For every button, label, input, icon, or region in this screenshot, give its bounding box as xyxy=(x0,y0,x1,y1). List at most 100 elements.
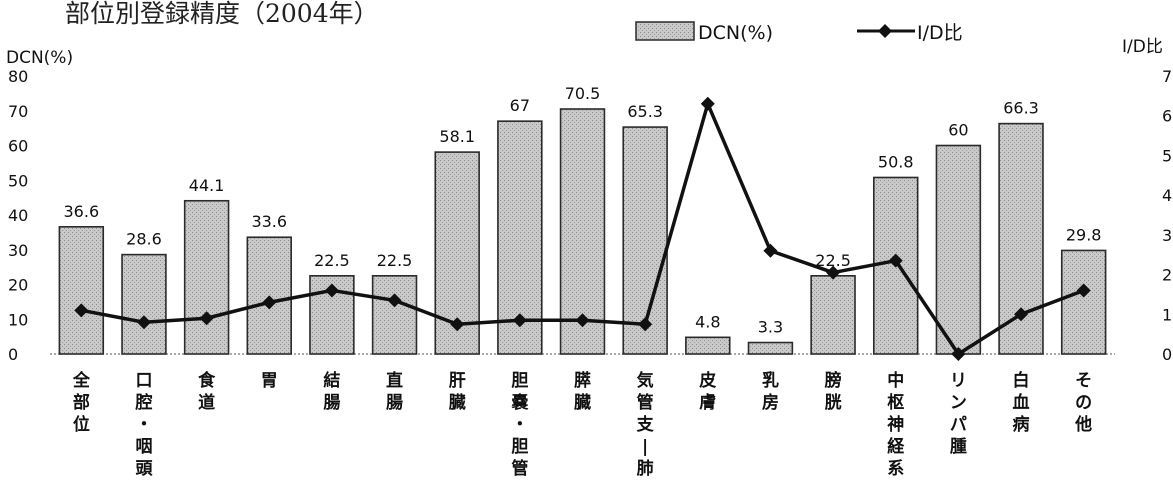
bar xyxy=(121,253,167,355)
bar-value-label: 33.6 xyxy=(251,212,287,231)
category-label: 臓 xyxy=(449,393,466,413)
y-left-tick-label: 10 xyxy=(8,310,28,329)
category-label: 病 xyxy=(1013,414,1030,435)
category-label: 中 xyxy=(887,370,904,391)
bar-value-label: 22.5 xyxy=(377,251,413,270)
line-point-marker xyxy=(700,96,715,111)
category-label: 嚢 xyxy=(510,392,529,413)
category-label: 肝 xyxy=(449,371,466,391)
bar-value-label: 4.8 xyxy=(695,312,720,331)
y-left-tick-label: 0 xyxy=(8,345,18,364)
line-point-marker xyxy=(450,317,465,332)
line-point-marker xyxy=(136,315,151,330)
category-label: 神 xyxy=(887,414,904,435)
category-label: ン xyxy=(950,393,967,413)
y-right-tick-label: 1 xyxy=(1162,305,1172,324)
category-label: 気 xyxy=(636,370,654,391)
category-label: 口 xyxy=(135,371,152,391)
category-label: 房 xyxy=(762,392,779,413)
category-label: 血 xyxy=(1013,392,1030,413)
category-label: 膵 xyxy=(574,370,591,391)
y-right-tick-label: 6 xyxy=(1162,107,1172,126)
line-point-marker xyxy=(262,295,277,310)
bar-value-label: 65.3 xyxy=(627,102,663,121)
category-label: 結 xyxy=(323,370,340,391)
category-label: 肺 xyxy=(637,459,654,479)
y-axis-right-ticks: 0 1 2 3 4 5 6 7 xyxy=(1162,67,1172,364)
line-point-marker xyxy=(763,243,778,258)
category-label: 系 xyxy=(887,459,904,479)
category-label: 腸 xyxy=(386,393,403,413)
bar-value-label: 66.3 xyxy=(1003,99,1039,118)
line-point-marker xyxy=(324,283,339,298)
category-label: パ xyxy=(950,415,967,435)
line-point-marker xyxy=(1076,283,1091,298)
bar xyxy=(622,126,668,355)
category-label: 胃 xyxy=(261,371,278,391)
line-point-marker xyxy=(888,253,903,268)
bar xyxy=(183,199,230,355)
y-axis-right-title: I/D比 xyxy=(1122,37,1163,57)
line-point-marker xyxy=(74,303,89,318)
category-label: 腔 xyxy=(134,392,152,413)
category-label: 頭 xyxy=(135,459,153,479)
bar-value-label: 36.6 xyxy=(64,202,100,221)
category-label: 膚 xyxy=(699,392,716,413)
legend-label-id: I/D比 xyxy=(917,22,963,44)
legend-label-dcn: DCN(%) xyxy=(698,22,773,44)
legend-diamond-marker xyxy=(878,24,892,38)
y-right-tick-label: 4 xyxy=(1162,186,1172,205)
bar-value-label: 60 xyxy=(948,121,968,140)
bar xyxy=(58,226,105,355)
line-point-marker xyxy=(951,347,966,361)
line-point-marker xyxy=(575,313,590,328)
line-series xyxy=(74,96,1091,361)
y-left-tick-label: 40 xyxy=(8,206,28,225)
category-label: 経 xyxy=(887,436,905,457)
category-label: 支 xyxy=(637,414,655,435)
bar-data-labels: 36.6 28.6 44.1 33.6 22.5 22.5 58.1 67 70.5 65.3 4.… xyxy=(64,84,1102,337)
line-point-marker xyxy=(199,311,214,326)
category-label: 位 xyxy=(73,414,90,435)
category-label: 部 xyxy=(73,392,90,413)
category-label: 全 xyxy=(72,370,91,391)
category-label: 皮 xyxy=(699,370,716,391)
chart-title: 部位別登録精度（2004年） xyxy=(65,0,379,28)
category-label: ・ xyxy=(135,415,152,435)
y-left-tick-label: 20 xyxy=(8,276,28,295)
legend-bar-swatch xyxy=(635,21,695,41)
bar xyxy=(371,275,418,355)
bar xyxy=(685,336,731,355)
category-label: | xyxy=(642,437,648,457)
line-point-marker xyxy=(826,265,841,280)
y-left-tick-label: 80 xyxy=(8,67,28,86)
bar xyxy=(1060,249,1107,355)
category-label: 白 xyxy=(1013,370,1030,391)
category-label: の xyxy=(1075,393,1092,413)
line-point-marker xyxy=(387,293,402,308)
category-label: 直 xyxy=(386,370,403,391)
bar-value-label: 3.3 xyxy=(758,318,783,337)
line-point-marker xyxy=(512,313,527,328)
category-label: ・ xyxy=(511,415,528,435)
bar xyxy=(559,108,606,355)
y-left-tick-label: 70 xyxy=(8,102,28,121)
category-label: 腸 xyxy=(323,393,340,413)
category-label: リ xyxy=(950,371,967,391)
y-right-tick-label: 7 xyxy=(1162,67,1172,86)
bar-value-label: 50.8 xyxy=(878,152,914,171)
category-label: 胆 xyxy=(511,437,528,457)
bar-value-label: 67 xyxy=(510,96,530,115)
category-label: 胆 xyxy=(511,371,528,391)
category-label: 乳 xyxy=(762,370,779,391)
bar xyxy=(935,144,982,355)
category-label: 膀 xyxy=(825,370,842,391)
y-left-tick-label: 30 xyxy=(8,241,28,260)
category-label: 食 xyxy=(198,370,216,391)
y-axis-left-ticks: 0 10 20 30 40 50 60 70 80 xyxy=(8,67,28,364)
bar-value-label: 70.5 xyxy=(565,84,601,103)
category-label: そ xyxy=(1075,371,1092,391)
y-right-tick-label: 3 xyxy=(1162,226,1172,245)
